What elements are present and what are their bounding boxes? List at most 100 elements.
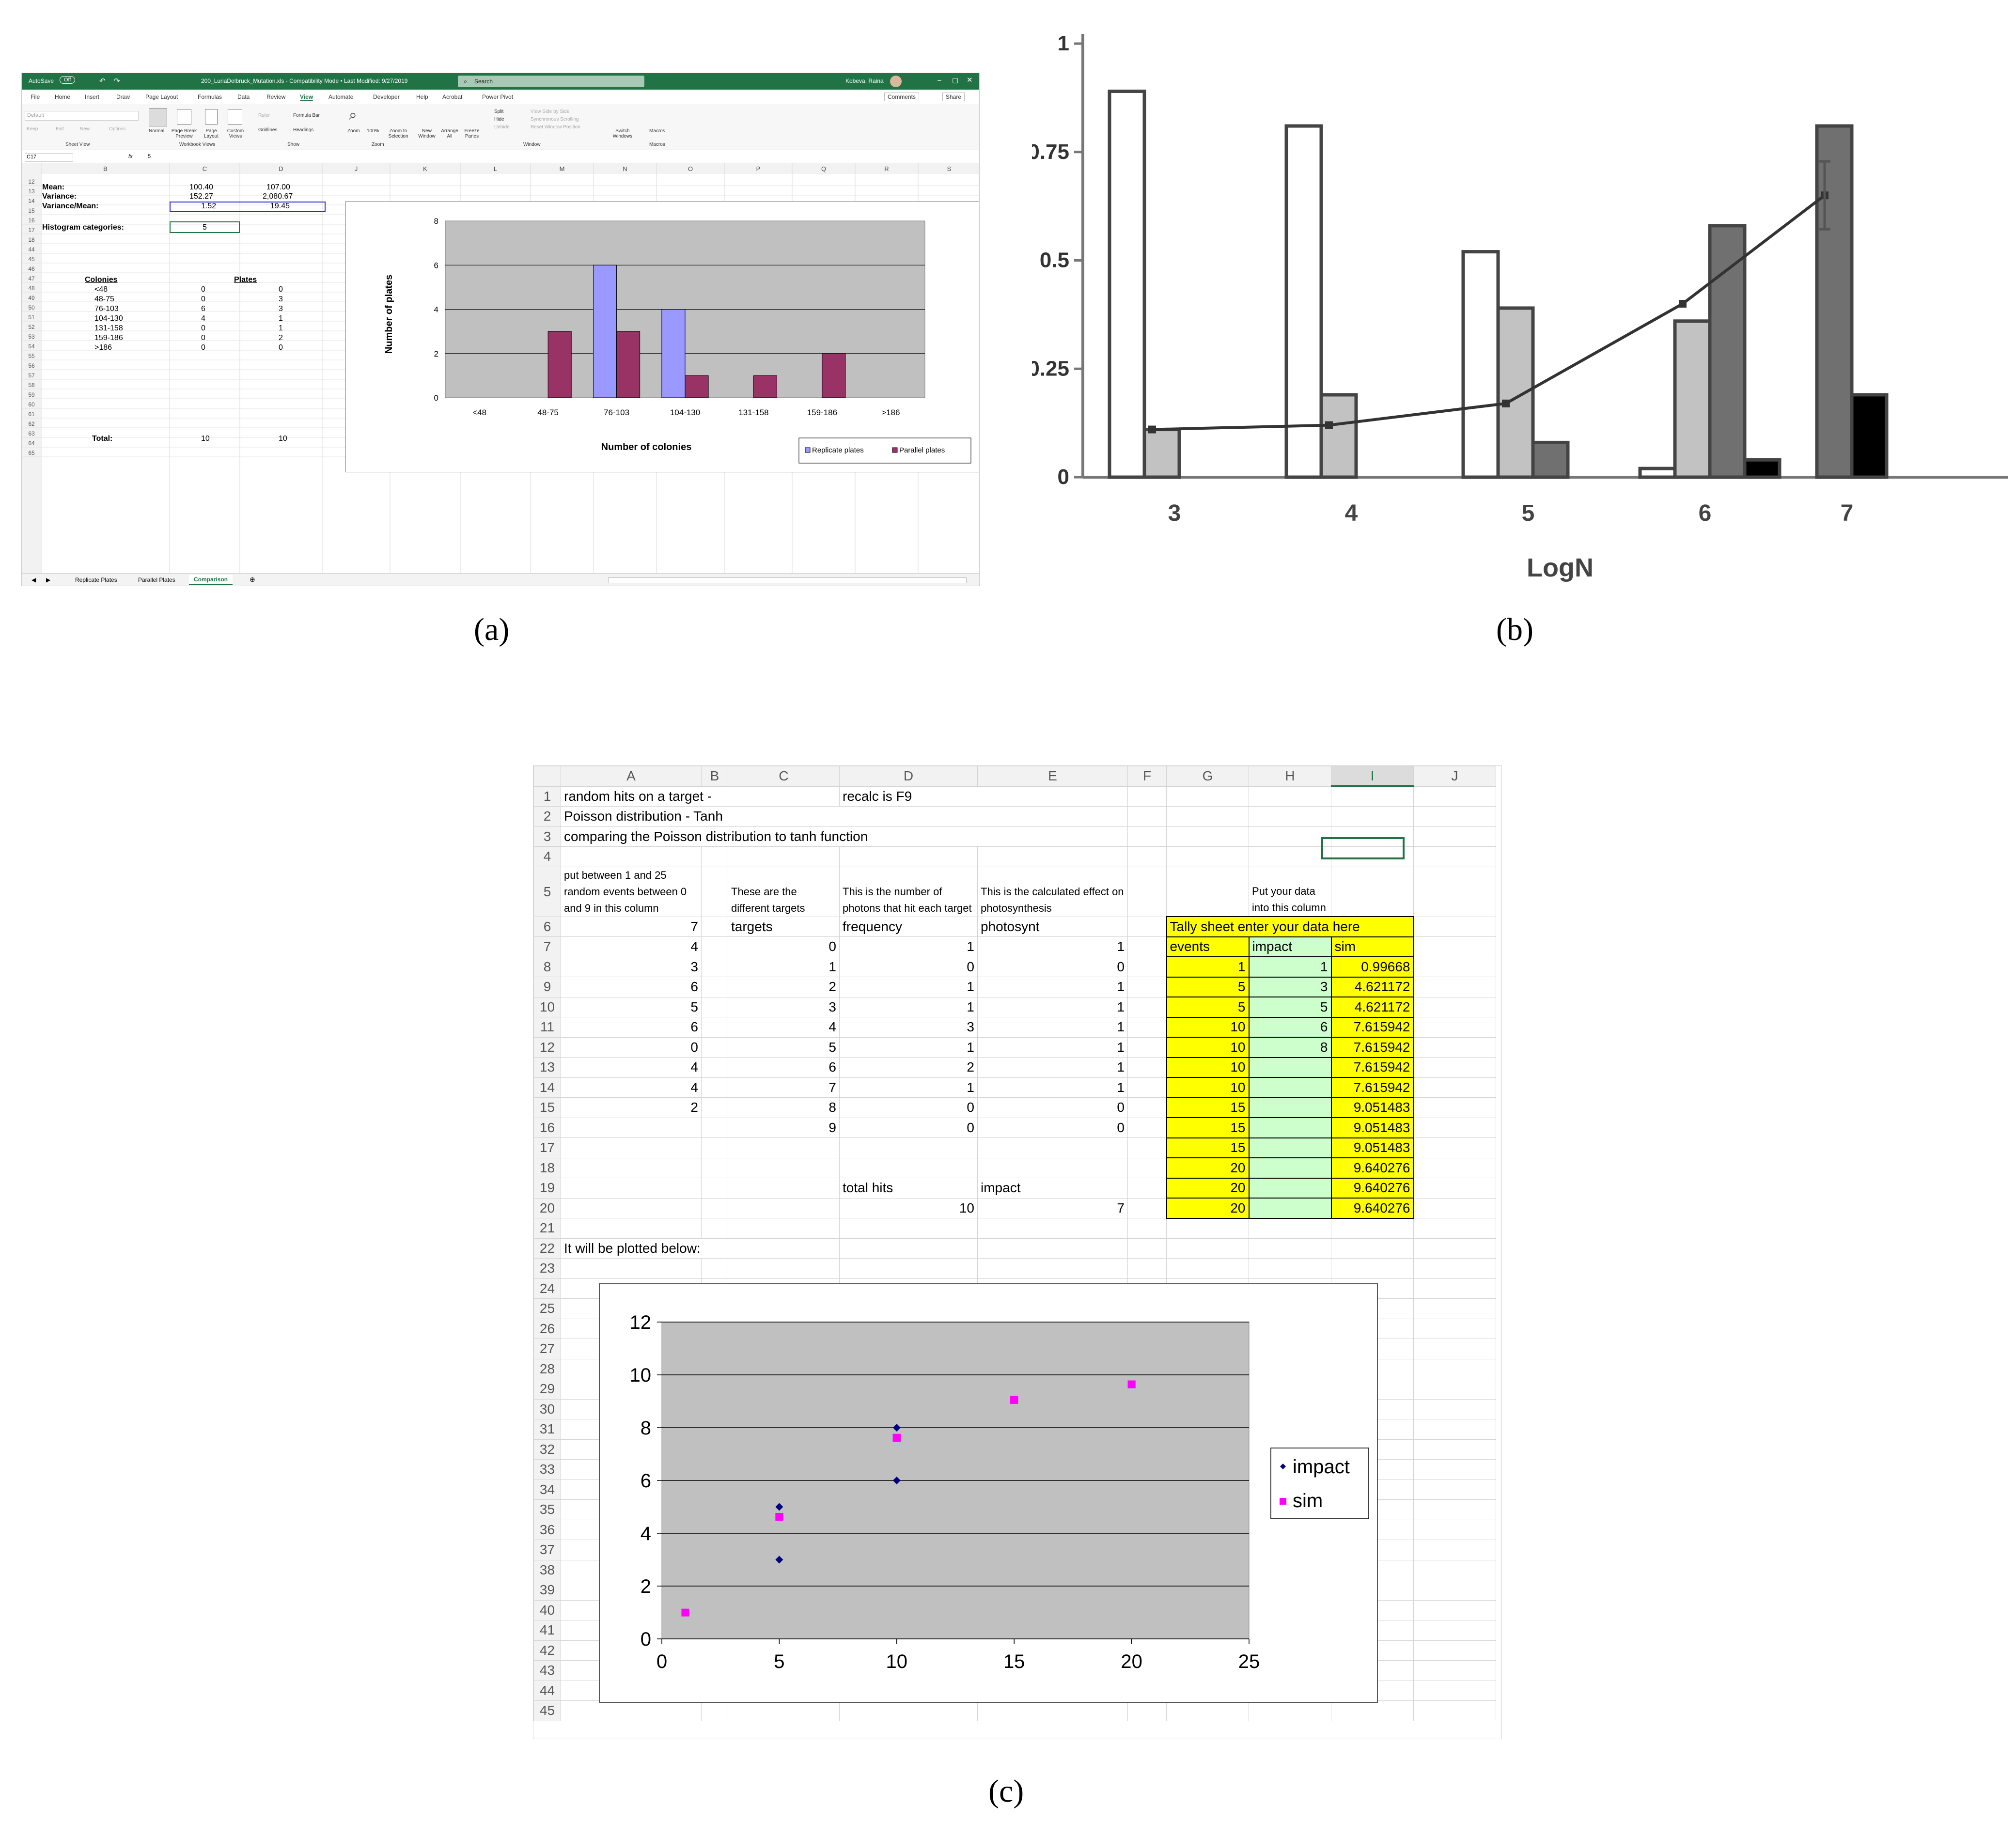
cell-j24[interactable] [1413,1278,1496,1299]
cell-b10[interactable] [701,997,728,1017]
cell-h7[interactable]: impact [1248,936,1332,957]
cell-j21[interactable] [1413,1218,1496,1239]
cell-b13[interactable] [701,1057,728,1078]
row-number[interactable]: 21 [533,1218,561,1239]
cell-c15[interactable]: 8 [728,1097,840,1118]
column-header-e[interactable]: E [977,766,1128,787]
cell-d22[interactable] [839,1238,978,1259]
row-number[interactable]: 41 [533,1620,561,1641]
cell-e5[interactable]: This is the calculated effect on photosy… [977,866,1128,917]
cell-e21[interactable] [977,1218,1128,1239]
cell-c19[interactable] [728,1178,840,1199]
row-number[interactable]: 23 [533,1258,561,1279]
row-number[interactable]: 5 [533,866,561,917]
cell-d6[interactable]: frequency [839,916,978,937]
row-number[interactable]: 34 [533,1479,561,1500]
cell-j14[interactable] [1413,1077,1496,1098]
cell-j35[interactable] [1413,1499,1496,1520]
cell-b9[interactable] [701,977,728,997]
cell-j18[interactable] [1413,1157,1496,1178]
tally-sheet-header[interactable]: Tally sheet enter your data here [1166,916,1414,937]
cell-b7[interactable] [701,936,728,957]
zoom-100-button[interactable]: 100% [367,128,379,134]
cell-a1[interactable]: random hits on a target - [561,786,840,807]
tally-sim[interactable]: 7.615942 [1330,1057,1414,1078]
cell-d9[interactable]: 1 [839,977,978,997]
cell-e8[interactable]: 0 [977,956,1128,977]
cell-j22[interactable] [1413,1238,1496,1259]
cell-f20[interactable] [1127,1198,1167,1218]
cell-c8[interactable]: 1 [728,956,840,977]
cell-j32[interactable] [1413,1439,1496,1460]
tally-impact[interactable]: 5 [1248,997,1332,1018]
row-number[interactable]: 2 [533,806,561,827]
cell-h4[interactable] [1249,846,1331,867]
tally-events[interactable]: 5 [1166,976,1250,997]
cell-j5[interactable] [1413,866,1496,917]
tally-events[interactable]: 20 [1166,1198,1250,1219]
cell-i23[interactable] [1331,1258,1414,1279]
row-number[interactable]: 16 [533,1117,561,1138]
row-number[interactable]: 44 [533,1680,561,1701]
tally-impact[interactable] [1248,1137,1332,1158]
cell-d11[interactable]: 3 [839,1017,978,1038]
row-number[interactable]: 29 [533,1379,561,1400]
ruler-checkbox[interactable]: Ruler [258,113,270,118]
row-number[interactable]: 40 [533,1600,561,1620]
cell-a12[interactable]: 0 [561,1037,702,1058]
cell-d23[interactable] [839,1258,978,1279]
cell-d12[interactable]: 1 [839,1037,978,1058]
cell-b8[interactable] [701,956,728,977]
cell-d18[interactable] [839,1157,978,1178]
tab-insert[interactable]: Insert [85,93,100,100]
row-number[interactable]: 22 [533,1238,561,1259]
tally-events[interactable]: 10 [1166,1077,1250,1098]
cell-g2[interactable] [1166,806,1249,827]
tab-power-pivot[interactable]: Power Pivot [482,93,514,100]
tally-impact[interactable]: 1 [1248,956,1332,978]
row-number[interactable]: 20 [533,1198,561,1218]
cell-i1[interactable] [1331,786,1414,807]
cell-a2[interactable]: Poisson distribution - Tanh [561,806,1128,827]
tally-impact[interactable] [1248,1097,1332,1118]
row-number[interactable]: 13 [533,1057,561,1078]
name-box[interactable]: C17 [25,153,73,162]
cell-e22[interactable] [977,1238,1128,1259]
cell-a23[interactable] [561,1258,702,1279]
headings-checkbox[interactable]: Headings [293,127,314,133]
histogram-categories-input[interactable]: 5 [170,221,240,233]
cell-c4[interactable] [728,846,840,867]
cell-c18[interactable] [728,1157,840,1178]
row-number[interactable]: 19 [533,1178,561,1199]
cell-g22[interactable] [1166,1238,1249,1259]
cell-g3[interactable] [1166,826,1249,847]
row-number[interactable]: 31 [533,1419,561,1440]
cell-h2[interactable] [1249,806,1331,827]
cell-j9[interactable] [1413,977,1496,997]
formula-bar-checkbox[interactable]: Formula Bar [293,113,320,118]
tally-events[interactable]: 20 [1166,1177,1250,1199]
cell-c12[interactable]: 5 [728,1037,840,1058]
cell-i2[interactable] [1331,806,1414,827]
tally-sim[interactable]: 7.615942 [1330,1037,1414,1058]
cell-g1[interactable] [1166,786,1249,807]
tally-sim[interactable]: 4.621172 [1330,976,1414,997]
tally-impact[interactable]: 3 [1248,976,1332,997]
autosave-toggle[interactable]: Off [60,76,76,84]
tally-events[interactable]: 15 [1166,1097,1250,1118]
cell-j4[interactable] [1413,846,1496,867]
cell-j44[interactable] [1413,1680,1496,1701]
tally-sim[interactable]: 9.640276 [1330,1157,1414,1179]
column-header-i[interactable]: I [1331,766,1414,787]
cell-f16[interactable] [1127,1117,1167,1138]
cell-h23[interactable] [1249,1258,1331,1279]
cell-c7[interactable]: 0 [728,936,840,957]
column-header-b[interactable]: B [701,766,728,787]
normal-view-button[interactable]: Normal [149,128,165,134]
cell-e16[interactable]: 0 [977,1117,1128,1138]
cell-a3[interactable]: comparing the Poisson distribution to ta… [561,826,1128,847]
tab-page-layout[interactable]: Page Layout [145,93,178,100]
cell-j3[interactable] [1413,826,1496,847]
cell-j26[interactable] [1413,1318,1496,1339]
cell-b23[interactable] [701,1258,728,1279]
